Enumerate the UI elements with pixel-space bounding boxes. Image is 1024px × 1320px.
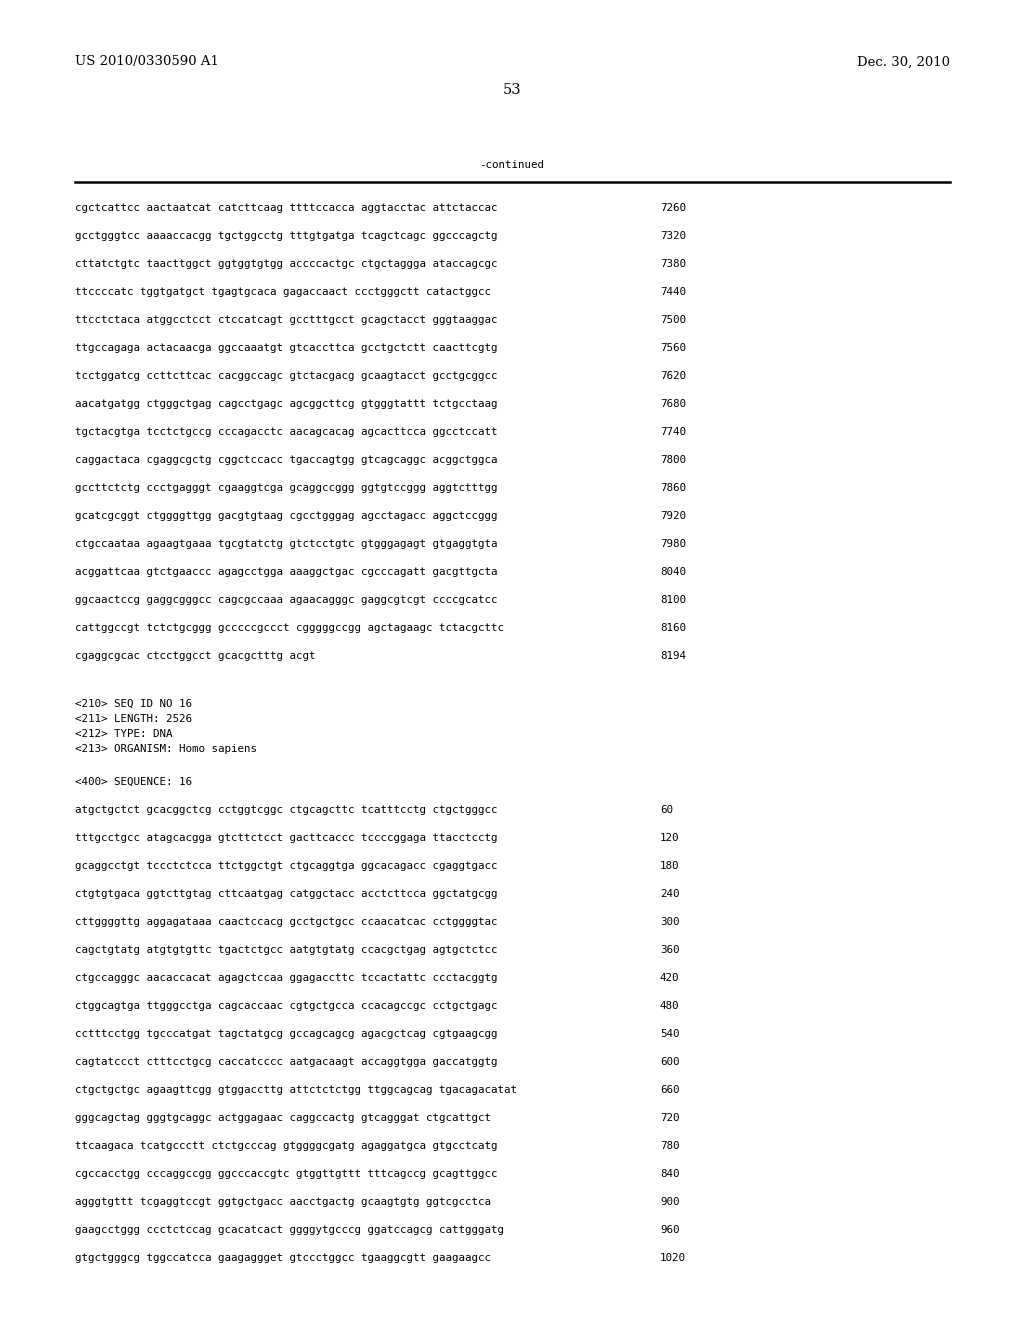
Text: 7740: 7740: [660, 426, 686, 437]
Text: cagtatccct ctttcctgcg caccatcccc aatgacaagt accaggtgga gaccatggtg: cagtatccct ctttcctgcg caccatcccc aatgaca…: [75, 1057, 498, 1067]
Text: tttgcctgcc atagcacgga gtcttctcct gacttcaccc tccccggaga ttacctcctg: tttgcctgcc atagcacgga gtcttctcct gacttca…: [75, 833, 498, 843]
Text: gcaggcctgt tccctctcca ttctggctgt ctgcaggtga ggcacagacc cgaggtgacc: gcaggcctgt tccctctcca ttctggctgt ctgcagg…: [75, 861, 498, 871]
Text: ctggcagtga ttgggcctga cagcaccaac cgtgctgcca ccacagccgc cctgctgagc: ctggcagtga ttgggcctga cagcaccaac cgtgctg…: [75, 1001, 498, 1011]
Text: tgctacgtga tcctctgccg cccagacctc aacagcacag agcacttcca ggcctccatt: tgctacgtga tcctctgccg cccagacctc aacagca…: [75, 426, 498, 437]
Text: gggcagctag gggtgcaggc actggagaac caggccactg gtcagggat ctgcattgct: gggcagctag gggtgcaggc actggagaac caggcca…: [75, 1113, 490, 1123]
Text: <211> LENGTH: 2526: <211> LENGTH: 2526: [75, 714, 193, 723]
Text: 60: 60: [660, 805, 673, 814]
Text: 8100: 8100: [660, 595, 686, 605]
Text: cgctcattcc aactaatcat catcttcaag ttttccacca aggtacctac attctaccac: cgctcattcc aactaatcat catcttcaag ttttcca…: [75, 203, 498, 213]
Text: aacatgatgg ctgggctgag cagcctgagc agcggcttcg gtgggtattt tctgcctaag: aacatgatgg ctgggctgag cagcctgagc agcggct…: [75, 399, 498, 409]
Text: 120: 120: [660, 833, 680, 843]
Text: agggtgttt tcgaggtccgt ggtgctgacc aacctgactg gcaagtgtg ggtcgcctca: agggtgttt tcgaggtccgt ggtgctgacc aacctga…: [75, 1197, 490, 1206]
Text: 300: 300: [660, 917, 680, 927]
Text: 360: 360: [660, 945, 680, 954]
Text: 600: 600: [660, 1057, 680, 1067]
Text: 240: 240: [660, 888, 680, 899]
Text: 7680: 7680: [660, 399, 686, 409]
Text: 7500: 7500: [660, 315, 686, 325]
Text: cgccacctgg cccaggccgg ggcccaccgtc gtggttgttt tttcagccg gcagttggcc: cgccacctgg cccaggccgg ggcccaccgtc gtggtt…: [75, 1170, 498, 1179]
Text: ggcaactccg gaggcgggcc cagcgccaaa agaacagggc gaggcgtcgt ccccgcatcc: ggcaactccg gaggcgggcc cagcgccaaa agaacag…: [75, 595, 498, 605]
Text: 7980: 7980: [660, 539, 686, 549]
Text: 8194: 8194: [660, 651, 686, 661]
Text: ttcaagaca tcatgccctt ctctgcccag gtggggcgatg agaggatgca gtgcctcatg: ttcaagaca tcatgccctt ctctgcccag gtggggcg…: [75, 1140, 498, 1151]
Text: cttatctgtc taacttggct ggtggtgtgg accccactgc ctgctaggga ataccagcgc: cttatctgtc taacttggct ggtggtgtgg accccac…: [75, 259, 498, 269]
Text: 53: 53: [503, 83, 521, 96]
Text: 420: 420: [660, 973, 680, 983]
Text: 480: 480: [660, 1001, 680, 1011]
Text: 180: 180: [660, 861, 680, 871]
Text: ttgccagaga actacaacga ggccaaatgt gtcaccttca gcctgctctt caacttcgtg: ttgccagaga actacaacga ggccaaatgt gtcacct…: [75, 343, 498, 352]
Text: cctttcctgg tgcccatgat tagctatgcg gccagcagcg agacgctcag cgtgaagcgg: cctttcctgg tgcccatgat tagctatgcg gccagca…: [75, 1030, 498, 1039]
Text: 660: 660: [660, 1085, 680, 1096]
Text: 7440: 7440: [660, 286, 686, 297]
Text: 540: 540: [660, 1030, 680, 1039]
Text: ctgctgctgc agaagttcgg gtggaccttg attctctctgg ttggcagcag tgacagacatat: ctgctgctgc agaagttcgg gtggaccttg attctct…: [75, 1085, 517, 1096]
Text: tcctggatcg ccttcttcac cacggccagc gtctacgacg gcaagtacct gcctgcggcc: tcctggatcg ccttcttcac cacggccagc gtctacg…: [75, 371, 498, 381]
Text: cagctgtatg atgtgtgttc tgactctgcc aatgtgtatg ccacgctgag agtgctctcc: cagctgtatg atgtgtgttc tgactctgcc aatgtgt…: [75, 945, 498, 954]
Text: -continued: -continued: [479, 160, 545, 170]
Text: Dec. 30, 2010: Dec. 30, 2010: [857, 55, 950, 69]
Text: gtgctgggcg tggccatcca gaagaggget gtccctggcc tgaaggcgtt gaagaagcc: gtgctgggcg tggccatcca gaagaggget gtccctg…: [75, 1253, 490, 1263]
Text: atgctgctct gcacggctcg cctggtcggc ctgcagcttc tcatttcctg ctgctgggcc: atgctgctct gcacggctcg cctggtcggc ctgcagc…: [75, 805, 498, 814]
Text: acggattcaa gtctgaaccc agagcctgga aaaggctgac cgcccagatt gacgttgcta: acggattcaa gtctgaaccc agagcctgga aaaggct…: [75, 568, 498, 577]
Text: 7860: 7860: [660, 483, 686, 492]
Text: 8040: 8040: [660, 568, 686, 577]
Text: ttcctctaca atggcctcct ctccatcagt gcctttgcct gcagctacct gggtaaggac: ttcctctaca atggcctcct ctccatcagt gcctttg…: [75, 315, 498, 325]
Text: gccttctctg ccctgagggt cgaaggtcga gcaggccggg ggtgtccggg aggtctttgg: gccttctctg ccctgagggt cgaaggtcga gcaggcc…: [75, 483, 498, 492]
Text: 720: 720: [660, 1113, 680, 1123]
Text: gaagcctggg ccctctccag gcacatcact ggggytgcccg ggatccagcg cattgggatg: gaagcctggg ccctctccag gcacatcact ggggytg…: [75, 1225, 504, 1236]
Text: caggactaca cgaggcgctg cggctccacc tgaccagtgg gtcagcaggc acggctggca: caggactaca cgaggcgctg cggctccacc tgaccag…: [75, 455, 498, 465]
Text: ctgtgtgaca ggtcttgtag cttcaatgag catggctacc acctcttcca ggctatgcgg: ctgtgtgaca ggtcttgtag cttcaatgag catggct…: [75, 888, 498, 899]
Text: <210> SEQ ID NO 16: <210> SEQ ID NO 16: [75, 700, 193, 709]
Text: gcatcgcggt ctggggttgg gacgtgtaag cgcctgggag agcctagacc aggctccggg: gcatcgcggt ctggggttgg gacgtgtaag cgcctgg…: [75, 511, 498, 521]
Text: 7380: 7380: [660, 259, 686, 269]
Text: <213> ORGANISM: Homo sapiens: <213> ORGANISM: Homo sapiens: [75, 744, 257, 754]
Text: <212> TYPE: DNA: <212> TYPE: DNA: [75, 729, 172, 739]
Text: 7320: 7320: [660, 231, 686, 242]
Text: 1020: 1020: [660, 1253, 686, 1263]
Text: ttccccatc tggtgatgct tgagtgcaca gagaccaact ccctgggctt catactggcc: ttccccatc tggtgatgct tgagtgcaca gagaccaa…: [75, 286, 490, 297]
Text: gcctgggtcc aaaaccacgg tgctggcctg tttgtgatga tcagctcagc ggcccagctg: gcctgggtcc aaaaccacgg tgctggcctg tttgtga…: [75, 231, 498, 242]
Text: cttggggttg aggagataaa caactccacg gcctgctgcc ccaacatcac cctggggtac: cttggggttg aggagataaa caactccacg gcctgct…: [75, 917, 498, 927]
Text: ctgccaataa agaagtgaaa tgcgtatctg gtctcctgtc gtgggagagt gtgaggtgta: ctgccaataa agaagtgaaa tgcgtatctg gtctcct…: [75, 539, 498, 549]
Text: ctgccagggc aacaccacat agagctccaa ggagaccttc tccactattc ccctacggtg: ctgccagggc aacaccacat agagctccaa ggagacc…: [75, 973, 498, 983]
Text: 780: 780: [660, 1140, 680, 1151]
Text: 7920: 7920: [660, 511, 686, 521]
Text: cgaggcgcac ctcctggcct gcacgctttg acgt: cgaggcgcac ctcctggcct gcacgctttg acgt: [75, 651, 315, 661]
Text: 7800: 7800: [660, 455, 686, 465]
Text: 900: 900: [660, 1197, 680, 1206]
Text: 8160: 8160: [660, 623, 686, 634]
Text: <400> SEQUENCE: 16: <400> SEQUENCE: 16: [75, 777, 193, 787]
Text: 7620: 7620: [660, 371, 686, 381]
Text: 840: 840: [660, 1170, 680, 1179]
Text: US 2010/0330590 A1: US 2010/0330590 A1: [75, 55, 219, 69]
Text: cattggccgt tctctgcggg gcccccgccct cgggggccgg agctagaagc tctacgcttc: cattggccgt tctctgcggg gcccccgccct cggggg…: [75, 623, 504, 634]
Text: 7260: 7260: [660, 203, 686, 213]
Text: 960: 960: [660, 1225, 680, 1236]
Text: 7560: 7560: [660, 343, 686, 352]
